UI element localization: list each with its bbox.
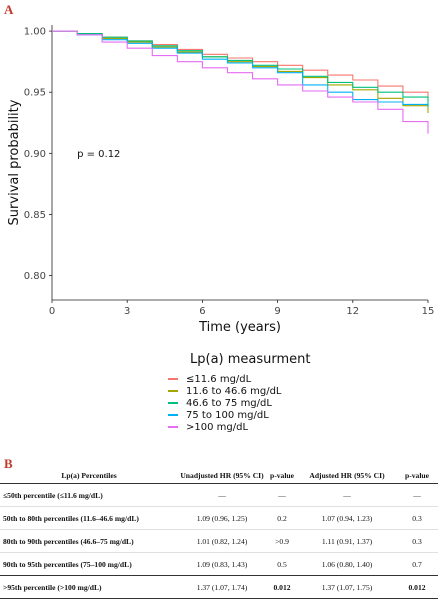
legend-label: >100 mg/dL — [186, 421, 249, 433]
unadjusted-p-cell: 0.2 — [277, 513, 287, 523]
legend-swatch — [168, 414, 178, 416]
header-percentiles: Lp(a) Percentiles — [0, 468, 178, 484]
legend-items: ≤11.6 mg/dL 11.6 to 46.6 mg/dL 46.6 to 75 … — [168, 373, 311, 433]
legend-swatch — [168, 378, 178, 380]
table-row: >95th percentile (>100 mg/dL) 1.37 (1.07… — [0, 575, 438, 599]
header-adjusted-hr: Adjusted HR (95% CI) — [298, 468, 396, 484]
unadjusted-p-cell: 0.012 — [273, 582, 291, 592]
legend-label: 46.6 to 75 mg/dL — [186, 397, 272, 409]
table-header-row: Lp(a) Percentiles Unadjusted HR (95% CI)… — [0, 468, 438, 484]
survival-curve-series-2 — [52, 30, 429, 107]
legend-label: 11.6 to 46.6 mg/dL — [186, 385, 282, 397]
row-label: 50th to 80th percentiles (11.6–46.6 mg/d… — [3, 513, 139, 523]
header-p-value-unadjusted: p-value — [266, 468, 298, 484]
adjusted-p-cell: 0.3 — [412, 513, 422, 523]
unadjusted-hr-cell: — — [218, 490, 226, 500]
row-label: 90th to 95th percentiles (75–100 mg/dL) — [3, 559, 132, 569]
y-tick-label: 0.90 — [24, 149, 46, 160]
table-row: 50th to 80th percentiles (11.6–46.6 mg/d… — [0, 506, 438, 530]
panel-a-label: A — [4, 2, 14, 17]
survival-curve-series-4 — [52, 30, 429, 134]
x-axis-title: Time (years) — [198, 320, 281, 335]
legend-item: 11.6 to 46.6 mg/dL — [168, 385, 311, 397]
y-tick-label: 0.80 — [24, 271, 46, 282]
y-tick-label: 1.00 — [24, 27, 46, 38]
adjusted-p-cell: 0.012 — [408, 582, 426, 592]
row-label: >95th percentile (>100 mg/dL) — [3, 582, 102, 592]
x-tick-label: 3 — [124, 306, 130, 317]
legend-item: >100 mg/dL — [168, 421, 311, 433]
panel-b-label: B — [4, 456, 13, 471]
x-tick-label: 0 — [49, 306, 55, 317]
survival-chart: 0 3 6 9 12 15 0.80 0.85 0.90 0.95 1.00 Time (years… — [7, 25, 435, 335]
legend-item: ≤11.6 mg/dL — [168, 373, 311, 385]
legend-swatch — [168, 402, 178, 404]
y-axis-title: Survival probability — [7, 99, 22, 225]
x-tick-label: 9 — [274, 306, 280, 317]
x-tick-label: 15 — [422, 306, 435, 317]
chart-legend: Lp(a) measurment ≤11.6 mg/dL 11.6 to 46.6… — [168, 352, 311, 433]
survival-curve-series-3 — [52, 30, 429, 106]
p-value-annotation: p = 0.12 — [77, 149, 120, 160]
unadjusted-hr-cell: 1.01 (0.82, 1.24) — [196, 536, 248, 546]
row-label: 80th to 90th percentiles (46.6–75 mg/dL) — [3, 536, 134, 546]
table-row: 80th to 90th percentiles (46.6–75 mg/dL)… — [0, 529, 438, 553]
y-tick-label: 0.95 — [24, 88, 46, 99]
x-tick-label: 12 — [346, 306, 359, 317]
unadjusted-p-cell: >0.9 — [275, 536, 289, 546]
chart-axes: 0 3 6 9 12 15 0.80 0.85 0.90 0.95 1.00 — [24, 25, 435, 317]
unadjusted-hr-cell: 1.37 (1.07, 1.74) — [196, 582, 248, 592]
hazard-ratio-table: Lp(a) Percentiles Unadjusted HR (95% CI)… — [0, 468, 438, 599]
header-unadjusted-hr: Unadjusted HR (95% CI) — [178, 468, 266, 484]
adjusted-p-cell: — — [413, 490, 421, 500]
row-label: ≤50th percentile (≤11.6 mg/dL) — [3, 490, 103, 500]
adjusted-hr-cell: 1.07 (0.94, 1.23) — [321, 513, 373, 523]
legend-title: Lp(a) measurment — [190, 352, 311, 367]
legend-swatch — [168, 426, 178, 428]
table-row: ≤50th percentile (≤11.6 mg/dL) — — — — — [0, 483, 438, 507]
y-tick-label: 0.85 — [24, 210, 46, 221]
unadjusted-p-cell: 0.5 — [277, 559, 287, 569]
legend-item: 46.6 to 75 mg/dL — [168, 397, 311, 409]
legend-label: ≤11.6 mg/dL — [186, 373, 252, 385]
chart-series — [52, 30, 429, 134]
x-tick-label: 6 — [199, 306, 205, 317]
adjusted-hr-cell: 1.06 (0.80, 1.40) — [321, 559, 373, 569]
survival-curve-series-0 — [52, 30, 429, 99]
legend-item: 75 to 100 mg/dL — [168, 409, 311, 421]
table-row: 90th to 95th percentiles (75–100 mg/dL) … — [0, 552, 438, 576]
header-p-value-adjusted: p-value — [396, 468, 438, 484]
survival-curve-series-1 — [52, 30, 429, 113]
legend-label: 75 to 100 mg/dL — [186, 409, 269, 421]
adjusted-hr-cell: 1.11 (0.91, 1.37) — [321, 536, 373, 546]
adjusted-p-cell: 0.3 — [412, 536, 422, 546]
adjusted-hr-cell: 1.37 (1.07, 1.75) — [321, 582, 373, 592]
unadjusted-p-cell: — — [278, 490, 286, 500]
unadjusted-hr-cell: 1.09 (0.83, 1.43) — [196, 559, 248, 569]
legend-swatch — [168, 390, 178, 392]
adjusted-hr-cell: — — [343, 490, 351, 500]
adjusted-p-cell: 0.7 — [412, 559, 422, 569]
unadjusted-hr-cell: 1.09 (0.96, 1.25) — [196, 513, 248, 523]
